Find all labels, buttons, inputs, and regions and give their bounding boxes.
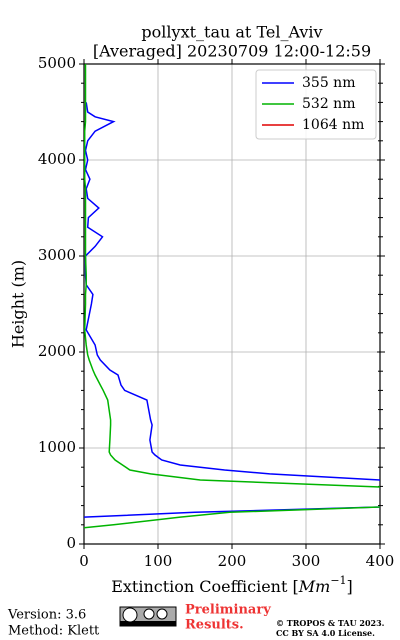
plot-lines: [84, 64, 380, 529]
chart-title: pollyxt_tau at Tel_Aviv: [141, 23, 322, 42]
y-tick-label: 4000: [38, 150, 76, 168]
status: Results.: [185, 618, 244, 633]
y-tick-label: 5000: [38, 54, 76, 72]
status: Preliminary: [185, 603, 271, 618]
version: Version: 3.6: [7, 608, 86, 623]
legend-box: [255, 69, 377, 140]
x-tick-label: 100: [144, 552, 173, 570]
chart-subtitle: [Averaged] 20230709 12:00-12:59: [93, 42, 371, 61]
cc-badge: [119, 606, 177, 627]
plot-frame: [83, 63, 381, 545]
y-tick-label: 0: [66, 534, 76, 552]
y-tick-label: 1000: [38, 438, 76, 456]
y-tick-label: 3000: [38, 246, 76, 264]
license: CC BY SA 4.0 License.: [276, 628, 375, 638]
x-label-suffix: ]: [347, 577, 353, 596]
y-tick-label: 2000: [38, 342, 76, 360]
x-label-unit: Mm: [298, 577, 331, 596]
x-tick-label: 300: [292, 552, 321, 570]
series-line: [84, 64, 380, 529]
x-tick-label: 0: [79, 552, 89, 570]
copyright: © TROPOS & TAU 2023.: [276, 618, 385, 628]
x-tick-label: 200: [218, 552, 247, 570]
x-label-text: Extinction Coefficient [: [111, 577, 299, 596]
x-axis-label: Extinction Coefficient [Mm−1]: [111, 574, 353, 596]
series-line: [84, 102, 380, 518]
legend-label: 355 nm: [302, 75, 355, 91]
x-label-exponent: −1: [330, 574, 346, 587]
legend-label: 1064 nm: [302, 117, 364, 133]
method: Method: Klett: [8, 624, 100, 639]
legend-label: 532 nm: [302, 96, 355, 112]
x-tick-label: 400: [366, 552, 395, 570]
y-axis-label: Height (m): [9, 260, 28, 348]
